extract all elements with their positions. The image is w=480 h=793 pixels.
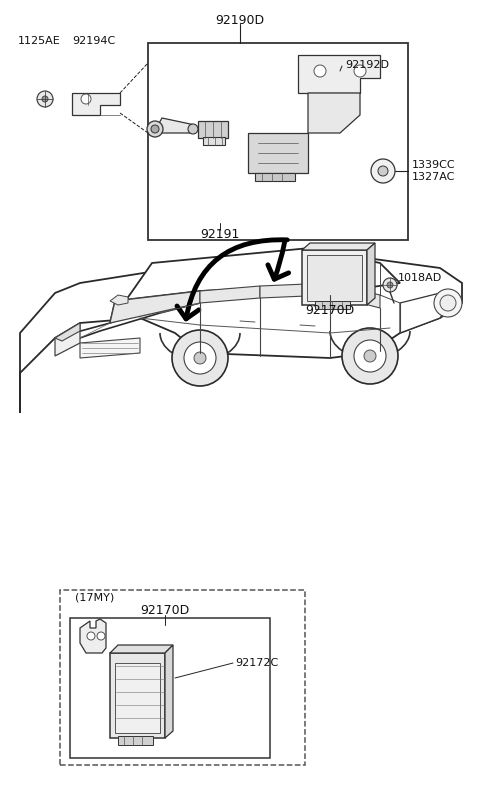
Circle shape	[172, 330, 228, 386]
Polygon shape	[302, 243, 375, 250]
Text: 92190D: 92190D	[216, 13, 264, 26]
Polygon shape	[158, 118, 195, 133]
Polygon shape	[308, 93, 360, 133]
Circle shape	[37, 91, 53, 107]
Bar	[115, 663, 160, 733]
FancyArrowPatch shape	[177, 239, 287, 319]
Circle shape	[188, 124, 198, 134]
Polygon shape	[298, 55, 380, 93]
Polygon shape	[255, 173, 295, 181]
Text: 92172C: 92172C	[235, 658, 278, 668]
Circle shape	[81, 94, 91, 104]
Polygon shape	[72, 93, 120, 115]
Text: (17MY): (17MY)	[75, 593, 114, 603]
FancyArrowPatch shape	[268, 243, 288, 279]
Circle shape	[42, 96, 48, 102]
Circle shape	[434, 289, 462, 317]
Text: 92191: 92191	[200, 228, 240, 242]
Polygon shape	[110, 645, 173, 653]
Circle shape	[194, 352, 206, 364]
Bar	[307, 255, 362, 301]
Bar	[315, 301, 350, 309]
Bar	[148, 43, 408, 240]
Circle shape	[378, 166, 388, 176]
Text: 92194C: 92194C	[72, 36, 115, 46]
Circle shape	[97, 632, 105, 640]
Polygon shape	[110, 248, 400, 323]
Circle shape	[364, 350, 376, 362]
Polygon shape	[200, 286, 260, 303]
Text: 1018AD: 1018AD	[398, 273, 442, 283]
Circle shape	[184, 342, 216, 374]
Polygon shape	[248, 133, 308, 173]
Polygon shape	[55, 291, 200, 345]
Text: 1339CC: 1339CC	[412, 160, 456, 170]
Polygon shape	[110, 291, 200, 323]
Circle shape	[354, 65, 366, 77]
Circle shape	[440, 295, 456, 311]
Circle shape	[314, 65, 326, 77]
Text: 92170D: 92170D	[140, 604, 190, 618]
Circle shape	[387, 282, 393, 288]
Bar	[118, 736, 153, 745]
Polygon shape	[165, 645, 173, 738]
Circle shape	[87, 632, 95, 640]
Circle shape	[354, 340, 386, 372]
Bar	[70, 618, 270, 758]
Circle shape	[371, 159, 395, 183]
Polygon shape	[80, 619, 106, 653]
Polygon shape	[260, 283, 380, 308]
Circle shape	[147, 121, 163, 137]
Circle shape	[383, 278, 397, 292]
Polygon shape	[110, 295, 128, 305]
Bar	[60, 590, 305, 765]
Circle shape	[151, 125, 159, 133]
Text: 1125AE: 1125AE	[18, 36, 61, 46]
Polygon shape	[198, 121, 228, 138]
Text: 92192D: 92192D	[345, 60, 389, 70]
Polygon shape	[367, 243, 375, 305]
Polygon shape	[55, 323, 80, 356]
Polygon shape	[400, 293, 450, 333]
Polygon shape	[20, 253, 462, 413]
Polygon shape	[203, 137, 225, 145]
Text: 92170D: 92170D	[305, 305, 355, 317]
Bar	[302, 250, 367, 305]
Circle shape	[342, 328, 398, 384]
Polygon shape	[55, 323, 80, 341]
Bar	[110, 653, 165, 738]
Text: 1327AC: 1327AC	[412, 172, 456, 182]
Polygon shape	[80, 338, 140, 358]
